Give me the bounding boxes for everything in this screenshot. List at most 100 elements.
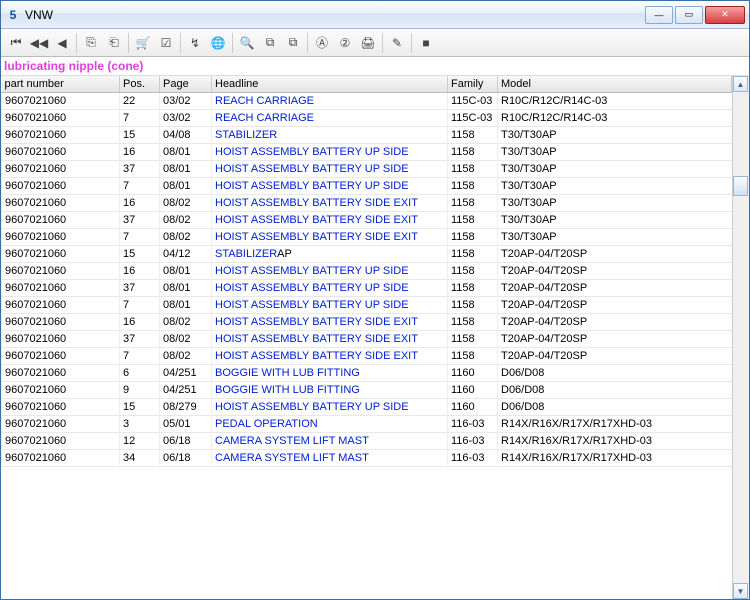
col-part-number[interactable]: part number <box>2 76 120 93</box>
headline-link[interactable]: HOIST ASSEMBLY BATTERY UP SIDE <box>215 180 409 192</box>
headline-link[interactable]: PEDAL OPERATION <box>215 418 318 430</box>
cell-family: 1158 <box>448 263 498 280</box>
first-icon[interactable]: ⏮ <box>5 32 27 54</box>
cell-pos: 37 <box>120 161 160 178</box>
col-pos[interactable]: Pos. <box>120 76 160 93</box>
zoom-icon[interactable]: 🔍 <box>236 32 258 54</box>
cart-icon[interactable]: 🛒 <box>132 32 154 54</box>
table-row[interactable]: 96070210601504/08STABILIZER1158T30/T30AP <box>2 127 732 144</box>
col-headline[interactable]: Headline <box>212 76 448 93</box>
table-body: 96070210602203/02REACH CARRIAGE115C-03R1… <box>2 93 732 467</box>
cell-part-number: 9607021060 <box>2 365 120 382</box>
scroll-thumb[interactable] <box>733 176 748 196</box>
table-row[interactable]: 96070210601608/02HOIST ASSEMBLY BATTERY … <box>2 314 732 331</box>
cell-family: 1158 <box>448 348 498 365</box>
headline-link[interactable]: STABILIZER <box>215 248 277 260</box>
window2-icon[interactable]: ⧉ <box>282 32 304 54</box>
table-row[interactable]: 96070210602203/02REACH CARRIAGE115C-03R1… <box>2 93 732 110</box>
cell-family: 1160 <box>448 382 498 399</box>
cell-pos: 16 <box>120 263 160 280</box>
cell-part-number: 9607021060 <box>2 297 120 314</box>
table-row[interactable]: 96070210601206/18CAMERA SYSTEM LIFT MAST… <box>2 433 732 450</box>
rewind-icon[interactable]: ◀◀ <box>28 32 50 54</box>
vertical-scrollbar[interactable]: ▲ ▼ <box>732 76 749 599</box>
cell-part-number: 9607021060 <box>2 382 120 399</box>
headline-link[interactable]: HOIST ASSEMBLY BATTERY SIDE EXIT <box>215 333 418 345</box>
cell-family: 116-03 <box>448 450 498 467</box>
headline-link[interactable]: HOIST ASSEMBLY BATTERY SIDE EXIT <box>215 350 418 362</box>
scroll-down-button[interactable]: ▼ <box>733 583 748 599</box>
close-button[interactable]: ✕ <box>705 6 745 24</box>
headline-link[interactable]: CAMERA SYSTEM LIFT MAST <box>215 435 369 447</box>
headline-link[interactable]: HOIST ASSEMBLY BATTERY SIDE EXIT <box>215 197 418 209</box>
stop-icon[interactable]: ■ <box>415 32 437 54</box>
app-icon: 5 <box>5 7 21 23</box>
table-row[interactable]: 96070210603708/01HOIST ASSEMBLY BATTERY … <box>2 161 732 178</box>
print-icon[interactable]: 🖨 <box>357 32 379 54</box>
headline-link[interactable]: HOIST ASSEMBLY BATTERY UP SIDE <box>215 282 409 294</box>
cell-page: 03/02 <box>160 110 212 127</box>
circle-2-icon[interactable]: ② <box>334 32 356 54</box>
edit-icon[interactable]: ✎ <box>386 32 408 54</box>
scroll-up-button[interactable]: ▲ <box>733 76 748 92</box>
headline-link[interactable]: HOIST ASSEMBLY BATTERY SIDE EXIT <box>215 214 418 226</box>
col-family[interactable]: Family <box>448 76 498 93</box>
headline-link[interactable]: HOIST ASSEMBLY BATTERY UP SIDE <box>215 163 409 175</box>
table-row[interactable]: 9607021060708/01HOIST ASSEMBLY BATTERY U… <box>2 297 732 314</box>
cell-family: 1158 <box>448 178 498 195</box>
cell-pos: 15 <box>120 399 160 416</box>
table-row[interactable]: 9607021060708/01HOIST ASSEMBLY BATTERY U… <box>2 178 732 195</box>
table-row[interactable]: 96070210603708/02HOIST ASSEMBLY BATTERY … <box>2 331 732 348</box>
bolt-icon[interactable]: ↯ <box>184 32 206 54</box>
headline-link[interactable]: HOIST ASSEMBLY BATTERY UP SIDE <box>215 299 409 311</box>
headline-link[interactable]: REACH CARRIAGE <box>215 95 314 107</box>
col-model[interactable]: Model <box>498 76 732 93</box>
table-row[interactable]: 96070210601608/02HOIST ASSEMBLY BATTERY … <box>2 195 732 212</box>
headline-link[interactable]: HOIST ASSEMBLY BATTERY UP SIDE <box>215 265 409 277</box>
table-row[interactable]: 9607021060305/01PEDAL OPERATION116-03R14… <box>2 416 732 433</box>
cell-part-number: 9607021060 <box>2 110 120 127</box>
headline-link[interactable]: STABILIZER <box>215 129 277 141</box>
globe-icon[interactable]: 🌐 <box>207 32 229 54</box>
prev-icon[interactable]: ◀ <box>51 32 73 54</box>
headline-link[interactable]: CAMERA SYSTEM LIFT MAST <box>215 452 369 464</box>
table-row[interactable]: 96070210603708/01HOIST ASSEMBLY BATTERY … <box>2 280 732 297</box>
check-icon[interactable]: ☑ <box>155 32 177 54</box>
table-row[interactable]: 96070210601608/01HOIST ASSEMBLY BATTERY … <box>2 263 732 280</box>
table-row[interactable]: 9607021060604/251BOGGIE WITH LUB FITTING… <box>2 365 732 382</box>
headline-link[interactable]: HOIST ASSEMBLY BATTERY UP SIDE <box>215 401 409 413</box>
paste-icon[interactable]: ⎗ <box>103 32 125 54</box>
minimize-button[interactable]: — <box>645 6 673 24</box>
headline-link[interactable]: HOIST ASSEMBLY BATTERY SIDE EXIT <box>215 316 418 328</box>
table-row[interactable]: 9607021060708/02HOIST ASSEMBLY BATTERY S… <box>2 348 732 365</box>
table-row[interactable]: 96070210601504/12STABILIZERAP1158T20AP-0… <box>2 246 732 263</box>
headline-link[interactable]: REACH CARRIAGE <box>215 112 314 124</box>
table-row[interactable]: 9607021060703/02REACH CARRIAGE115C-03R10… <box>2 110 732 127</box>
headline-link[interactable]: BOGGIE WITH LUB FITTING <box>215 367 360 379</box>
window1-icon[interactable]: ⧉ <box>259 32 281 54</box>
headline-link[interactable]: HOIST ASSEMBLY BATTERY UP SIDE <box>215 146 409 158</box>
cell-headline: HOIST ASSEMBLY BATTERY UP SIDE <box>212 280 448 297</box>
table-row[interactable]: 96070210601508/279HOIST ASSEMBLY BATTERY… <box>2 399 732 416</box>
circle-a-icon[interactable]: Ⓐ <box>311 32 333 54</box>
col-page[interactable]: Page <box>160 76 212 93</box>
cell-headline: HOIST ASSEMBLY BATTERY SIDE EXIT <box>212 348 448 365</box>
cell-model: D06/D08 <box>498 382 732 399</box>
cell-model: R14X/R16X/R17X/R17XHD-03 <box>498 416 732 433</box>
cell-headline: HOIST ASSEMBLY BATTERY UP SIDE <box>212 161 448 178</box>
table-row[interactable]: 9607021060904/251BOGGIE WITH LUB FITTING… <box>2 382 732 399</box>
table-row[interactable]: 96070210603406/18CAMERA SYSTEM LIFT MAST… <box>2 450 732 467</box>
cell-model: T20AP-04/T20SP <box>498 348 732 365</box>
cell-part-number: 9607021060 <box>2 263 120 280</box>
cell-pos: 7 <box>120 297 160 314</box>
cell-page: 08/01 <box>160 297 212 314</box>
titlebar: 5 VNW — ▭ ✕ <box>1 1 749 29</box>
headline-link[interactable]: HOIST ASSEMBLY BATTERY SIDE EXIT <box>215 231 418 243</box>
table-row[interactable]: 9607021060708/02HOIST ASSEMBLY BATTERY S… <box>2 229 732 246</box>
maximize-button[interactable]: ▭ <box>675 6 703 24</box>
cell-headline: HOIST ASSEMBLY BATTERY SIDE EXIT <box>212 229 448 246</box>
table-row[interactable]: 96070210601608/01HOIST ASSEMBLY BATTERY … <box>2 144 732 161</box>
copy-icon[interactable]: ⎘ <box>80 32 102 54</box>
headline-link[interactable]: BOGGIE WITH LUB FITTING <box>215 384 360 396</box>
table-row[interactable]: 96070210603708/02HOIST ASSEMBLY BATTERY … <box>2 212 732 229</box>
